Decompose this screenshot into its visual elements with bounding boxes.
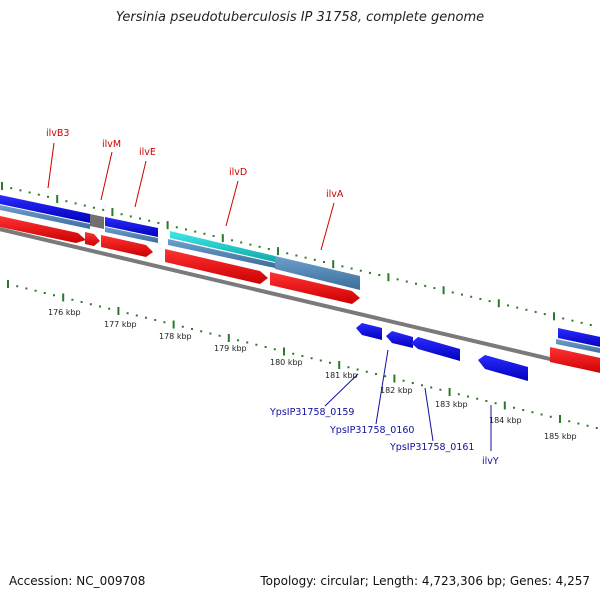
- scale-label: 180 kbp: [270, 358, 303, 367]
- feature-right-steel: [556, 339, 600, 353]
- gene-label-YpsIP31758_0160[interactable]: YpsIP31758_0160: [329, 425, 414, 436]
- gc-ticks-lower: [7, 280, 598, 429]
- map-title: Yersinia pseudotuberculosis IP 31758, co…: [115, 10, 485, 25]
- gene-label-leaders-bottom: [324, 349, 492, 451]
- scale-label: 184 kbp: [489, 416, 522, 425]
- cds-ilvB3-forward[interactable]: [0, 216, 86, 243]
- cds-ilvM-forward[interactable]: [85, 232, 100, 246]
- gene-label-ilvA[interactable]: ilvA: [326, 189, 344, 200]
- cds-ilvB3-reverse[interactable]: [0, 195, 90, 223]
- scale-label: 178 kbp: [159, 332, 192, 341]
- scale-label: 179 kbp: [214, 344, 247, 353]
- feature-ilvA-steel: [275, 256, 360, 290]
- accession-text: Accession: NC_009708: [9, 574, 146, 588]
- feature-ilvD-steel: [168, 239, 275, 268]
- gene-label-YpsIP31758_0161[interactable]: YpsIP31758_0161: [389, 442, 474, 453]
- feature-ilvD-cyan: [170, 231, 275, 262]
- cds-right-reverse[interactable]: [558, 328, 600, 348]
- gene-label-ilvB3[interactable]: ilvB3: [46, 128, 69, 139]
- cds-right-forward[interactable]: [550, 347, 600, 374]
- feature-track-lower: [356, 323, 528, 381]
- scale-label: 181 kbp: [325, 371, 358, 380]
- gene-label-YpsIP31758_0159[interactable]: YpsIP31758_0159: [269, 407, 354, 418]
- gene-label-leaders-top: [47, 142, 335, 251]
- scale-label: 182 kbp: [380, 386, 413, 395]
- cds-YpsIP31758_0161[interactable]: [411, 337, 460, 361]
- gene-label-ilvE[interactable]: ilvE: [139, 147, 156, 158]
- cds-ilvM-reverse[interactable]: [105, 217, 158, 237]
- scale-label: 177 kbp: [104, 320, 137, 329]
- genome-backbone: [0, 227, 600, 373]
- cds-ilvA-forward[interactable]: [270, 272, 360, 304]
- cds-ilvE-forward[interactable]: [101, 235, 153, 257]
- gene-label-ilvM[interactable]: ilvM: [102, 139, 121, 150]
- gc-ticks-upper: [1, 182, 592, 326]
- gene-label-ilvD[interactable]: ilvD: [229, 167, 247, 178]
- gene-label-ilvY[interactable]: ilvY: [482, 456, 499, 467]
- feature-ilvM-steel: [105, 227, 158, 243]
- cds-ilvD-forward[interactable]: [165, 249, 268, 284]
- feature-gap-grey: [90, 214, 104, 229]
- cds-ilvY[interactable]: [478, 355, 528, 381]
- feature-track-upper: [0, 195, 600, 374]
- gene-labels-top: ilvB3 ilvM ilvE ilvD ilvA: [46, 128, 344, 200]
- feature-ilvB3-steel: [0, 205, 90, 229]
- scale-label: 185 kbp: [544, 432, 577, 441]
- gene-labels-bottom: YpsIP31758_0159 YpsIP31758_0160 YpsIP317…: [269, 407, 499, 467]
- cds-YpsIP31758_0159[interactable]: [356, 323, 382, 340]
- genome-stats-text: Topology: circular; Length: 4,723,306 bp…: [260, 574, 590, 588]
- cds-YpsIP31758_0160[interactable]: [386, 331, 413, 348]
- scale-label: 176 kbp: [48, 308, 81, 317]
- scale-label: 183 kbp: [435, 400, 468, 409]
- scale-labels: 176 kbp 177 kbp 178 kbp 179 kbp 180 kbp …: [48, 308, 577, 441]
